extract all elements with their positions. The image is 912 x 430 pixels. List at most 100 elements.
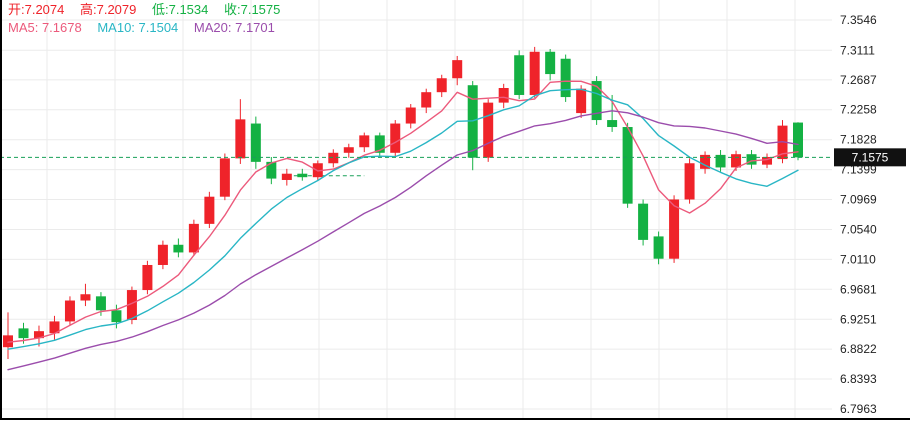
candle-body	[281, 173, 292, 180]
candle-body	[793, 122, 803, 158]
candle	[452, 55, 463, 86]
candle-body	[591, 81, 602, 121]
candle	[281, 168, 292, 186]
y-axis-label: 6.7963	[840, 402, 877, 416]
candle-body	[219, 158, 230, 197]
candle	[173, 238, 184, 258]
y-axis-label: 7.2258	[840, 103, 877, 117]
candle-body	[669, 199, 680, 259]
candle	[250, 116, 261, 169]
candle	[560, 54, 571, 102]
candle-body	[607, 120, 618, 128]
candle-body	[638, 203, 649, 240]
candle-body	[452, 60, 463, 79]
candle	[266, 156, 277, 185]
candle-body	[514, 55, 525, 95]
candle	[545, 48, 556, 81]
y-axis-label: 7.0110	[840, 252, 876, 266]
candle-body	[111, 310, 122, 323]
y-axis-label: 7.3111	[840, 43, 875, 57]
candle-body	[560, 58, 571, 98]
candle	[421, 88, 432, 114]
last-price-text: 7.1575	[852, 150, 889, 164]
candle	[684, 158, 695, 204]
candle-body	[64, 300, 75, 322]
y-axis-label: 7.0540	[840, 222, 877, 236]
candle-body	[576, 88, 587, 114]
high-value: 高:7.2079	[80, 2, 137, 17]
y-axis-label: 7.3546	[840, 13, 877, 27]
candle	[33, 325, 44, 347]
candle	[622, 122, 633, 208]
close-value: 收:7.1575	[224, 2, 281, 17]
candle	[188, 219, 199, 256]
candle-body	[421, 92, 432, 108]
candle-body	[390, 123, 401, 153]
candle-body	[49, 321, 60, 334]
candle-body	[266, 161, 277, 179]
open-value: 开:7.2074	[8, 2, 65, 17]
candle-body	[483, 102, 494, 158]
candle-body	[95, 296, 106, 311]
y-axis-label: 7.2687	[840, 73, 877, 87]
candle	[591, 76, 602, 125]
ma10-line	[7, 88, 799, 350]
ma10-value: MA10: 7.1504	[97, 20, 179, 35]
candle-body	[188, 223, 199, 253]
candle	[359, 132, 370, 153]
candle	[297, 168, 308, 181]
candle	[436, 74, 447, 98]
candle-body	[235, 119, 246, 159]
candle	[746, 150, 757, 169]
candle-body	[33, 331, 44, 339]
candle	[235, 99, 246, 164]
candle-body	[297, 173, 308, 178]
candle-body	[126, 290, 137, 321]
chart-legend: 开:7.2074 高:7.2079 低:7.1534 收:7.1575 MA5:…	[8, 1, 292, 37]
ma20-value: MA20: 7.1701	[193, 20, 275, 35]
candle-body	[529, 51, 540, 95]
candle	[762, 153, 773, 169]
candle-body	[328, 152, 339, 164]
candle	[64, 296, 75, 326]
candle-body	[343, 147, 354, 153]
y-axis-label: 7.0969	[840, 193, 877, 207]
candle	[49, 315, 60, 340]
ma5-value: MA5: 7.1678	[8, 20, 82, 35]
candle-body	[762, 156, 773, 165]
candle	[390, 120, 401, 157]
candle-body	[545, 51, 556, 75]
candle	[653, 231, 664, 265]
candle-body	[374, 135, 385, 153]
candle	[80, 283, 91, 307]
y-axis-label: 6.8393	[840, 372, 877, 386]
candle-body	[359, 135, 370, 148]
candle	[514, 50, 525, 100]
candle-body	[405, 107, 416, 124]
candle-body	[18, 328, 29, 339]
candle	[3, 312, 13, 360]
candle	[374, 132, 385, 158]
candle-body	[653, 236, 664, 259]
candle-body	[80, 294, 91, 301]
candle	[529, 46, 540, 98]
candle-body	[498, 88, 509, 103]
candle	[483, 99, 494, 162]
candle-body	[715, 154, 726, 168]
candle-body	[746, 154, 757, 165]
candle-body	[157, 244, 168, 265]
candle	[204, 191, 215, 229]
ma20-line	[7, 110, 799, 371]
candle-body	[700, 154, 711, 169]
candle	[498, 83, 509, 109]
ma5-line	[7, 80, 799, 343]
candle	[715, 150, 726, 172]
candle	[700, 151, 711, 174]
candle	[328, 149, 339, 168]
last-price-marker	[834, 148, 906, 167]
candle-body	[204, 196, 215, 224]
candle	[157, 240, 168, 270]
candle	[142, 260, 153, 295]
